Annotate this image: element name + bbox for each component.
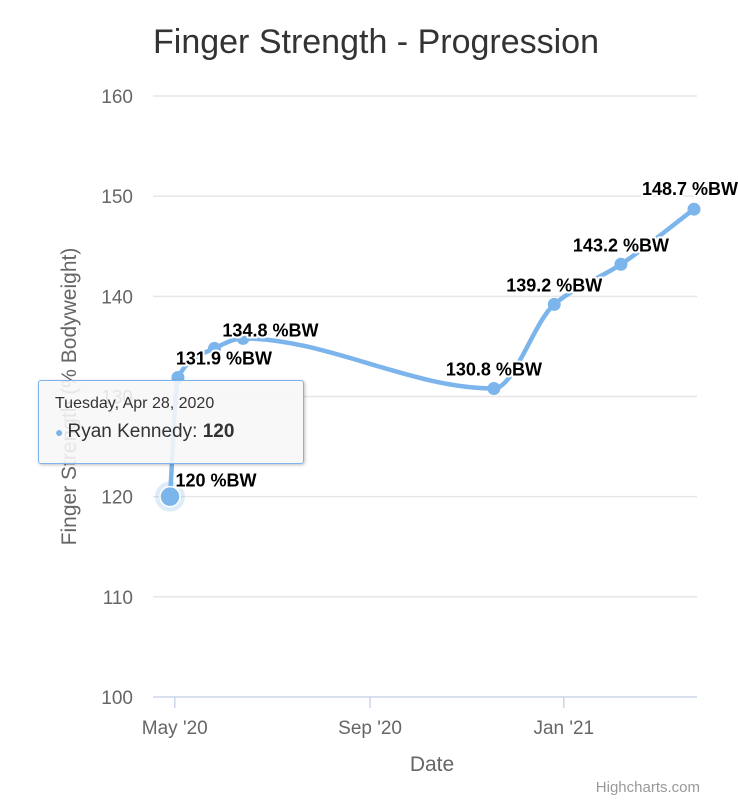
y-tick-label: 120 — [101, 488, 133, 509]
plot-area: 120 %BW 131.9 %BW 134.8 %BW 130.8 %BW 139.2 … — [155, 177, 738, 512]
y-tick-label: 110 — [103, 588, 133, 609]
x-axis: May '20 Sep '20 Jan '21 — [142, 696, 697, 739]
data-label: 134.8 %BW — [222, 320, 318, 340]
data-label: 139.2 %BW — [506, 275, 602, 295]
x-tick-label: Jan '21 — [533, 718, 594, 739]
data-point[interactable] — [687, 202, 701, 216]
tooltip-value: 120 — [202, 421, 235, 442]
data-point-hovered[interactable] — [159, 485, 181, 508]
credits-link[interactable]: Highcharts.com — [596, 779, 700, 796]
data-label: 120 %BW — [175, 471, 256, 491]
x-axis-title: Date — [410, 753, 454, 776]
data-point[interactable] — [487, 381, 501, 395]
data-label: 148.7 %BW — [642, 179, 738, 199]
data-label: 143.2 %BW — [573, 235, 669, 255]
y-axis-ticks: 100110120130140150160 — [101, 87, 133, 709]
data-label: 131.9 %BW — [176, 348, 272, 368]
y-tick-label: 150 — [101, 187, 133, 208]
data-point[interactable] — [236, 331, 250, 345]
tooltip-separator: : — [192, 421, 203, 442]
tooltip-date: Tuesday, Apr 28, 2020 — [55, 395, 215, 412]
y-tick-label: 160 — [101, 87, 133, 108]
tooltip-series-name: Ryan Kennedy — [67, 421, 193, 442]
x-tick-label: Sep '20 — [338, 718, 402, 739]
tooltip: Tuesday, Apr 28, 2020 ● Ryan Kennedy: 120 — [38, 380, 304, 464]
data-point[interactable] — [207, 341, 221, 355]
series-dot-icon: ● — [55, 424, 64, 440]
data-point[interactable] — [547, 297, 561, 311]
y-tick-label: 140 — [101, 287, 133, 308]
tooltip-row: ● Ryan Kennedy: 120 — [55, 421, 303, 443]
gridlines — [153, 95, 697, 598]
y-tick-label: 100 — [101, 688, 133, 709]
chart-title: Finger Strength - Progression — [153, 23, 599, 61]
data-label: 130.8 %BW — [446, 359, 542, 379]
data-point[interactable] — [614, 257, 628, 271]
x-tick-label: May '20 — [142, 718, 208, 739]
